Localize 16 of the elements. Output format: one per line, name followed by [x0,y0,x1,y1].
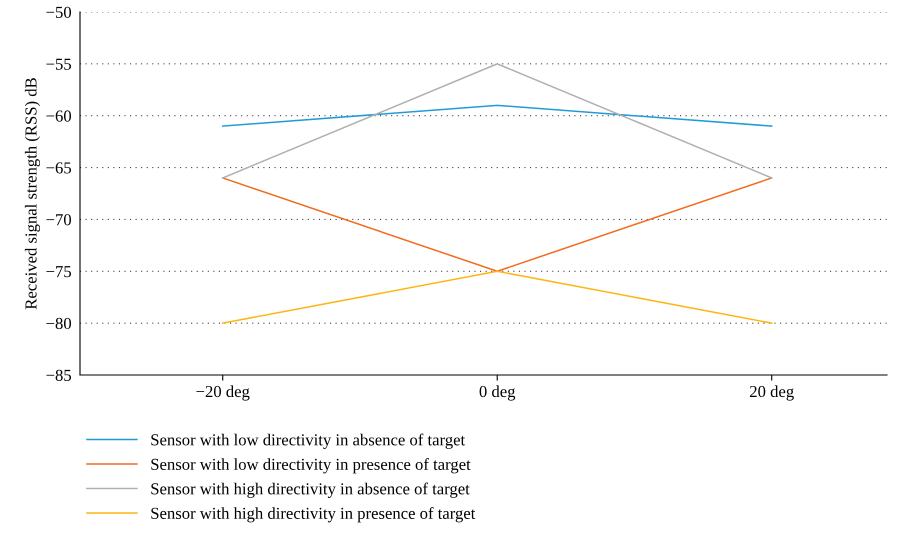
y-tick-label: −70 [46,214,72,226]
legend-label: Sensor with low directivity in presence of target [151,458,471,474]
y-tick-label: −60 [46,110,72,122]
y-tick-label: −65 [46,162,72,174]
legend-label: Sensor with low directivity in absence of target [151,434,466,449]
x-tick-label: −20 deg [196,385,250,401]
x-tick-label: 20 deg [750,385,794,401]
y-tick-label: −55 [46,58,72,70]
x-tick-label: 0 deg [480,385,516,401]
y-axis-title: Received signal strength (RSS) dB [24,78,40,310]
legend-label: Sensor with high directivity in absence of target [151,482,470,498]
legend-label: Sensor with high directivity in presence of target [151,507,476,522]
y-tick-label: −80 [46,318,72,330]
y-tick-label: −85 [46,370,72,381]
y-tick-label: −75 [46,266,72,278]
y-tick-label: −50 [46,6,72,18]
